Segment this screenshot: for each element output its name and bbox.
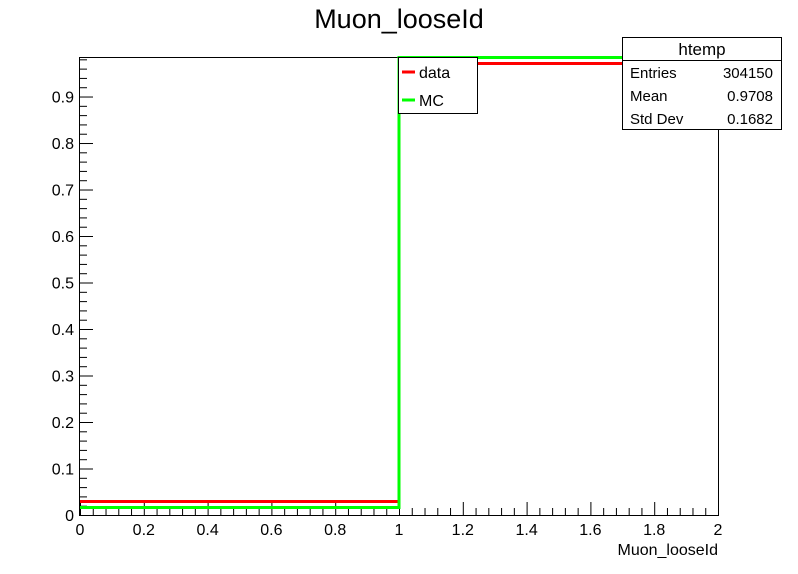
y-tick-label: 0.8 — [52, 136, 74, 153]
x-tick-label: 0.4 — [196, 522, 218, 539]
y-tick-label: 0.2 — [52, 415, 74, 432]
stats-label-entries: Entries — [630, 65, 677, 82]
legend-label-mc: MC — [419, 93, 444, 110]
stats-value-entries: 304150 — [723, 65, 773, 82]
y-tick-label: 0.9 — [52, 90, 74, 107]
x-tick-label: 1.4 — [515, 522, 537, 539]
stats-value-stddev: 0.1682 — [727, 111, 773, 128]
legend-box — [398, 57, 478, 114]
y-tick-label: 0.5 — [52, 276, 74, 293]
y-tick-label: 0.3 — [52, 369, 74, 386]
stats-title: htemp — [678, 40, 725, 59]
stats-box: htemp Entries 304150 Mean 0.9708 Std Dev… — [622, 37, 782, 130]
series-layer — [80, 55, 718, 510]
y-tick-label: 0.1 — [52, 462, 74, 479]
stats-frame — [622, 37, 782, 130]
x-tick-label: 0.2 — [133, 522, 155, 539]
x-tick-label: 0.8 — [324, 522, 346, 539]
chart-title: Muon_looseId — [314, 4, 484, 34]
y-tick-label: 0.6 — [52, 229, 74, 246]
x-tick-label: 0 — [76, 522, 85, 539]
y-tick-label: 0.4 — [52, 322, 74, 339]
x-axis-title: Muon_looseId — [617, 542, 718, 559]
x-tick-label: 0.6 — [260, 522, 282, 539]
stats-value-mean: 0.9708 — [727, 88, 773, 105]
stats-label-mean: Mean — [630, 88, 668, 105]
series-mc-line — [80, 55, 718, 510]
legend: data MC — [398, 57, 478, 114]
stats-label-stddev: Std Dev — [630, 111, 684, 128]
x-axis: 0 0.2 0.4 0.6 0.8 1 1.2 1.4 1.6 1.8 2 — [76, 502, 723, 539]
x-tick-label: 1 — [395, 522, 404, 539]
x-tick-label: 2 — [714, 522, 723, 539]
x-tick-label: 1.8 — [643, 522, 665, 539]
y-tick-label: 0 — [65, 508, 74, 525]
x-tick-label: 1.6 — [579, 522, 601, 539]
x-tick-label: 1.2 — [452, 522, 474, 539]
legend-label-data: data — [419, 65, 450, 82]
y-tick-label: 0.7 — [52, 183, 74, 200]
y-axis: 0 0.1 0.2 0.3 0.4 0.5 0.6 0.7 0.8 0.9 — [52, 59, 93, 525]
